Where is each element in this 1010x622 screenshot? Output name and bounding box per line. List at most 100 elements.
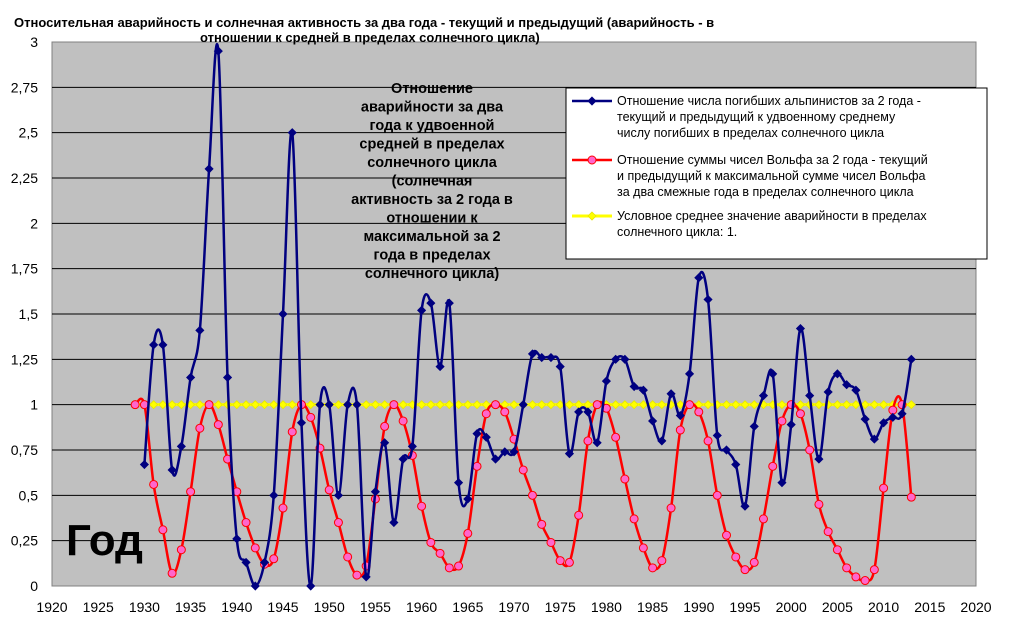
data-point bbox=[749, 421, 759, 431]
data-point bbox=[832, 545, 842, 555]
data-point bbox=[685, 400, 695, 410]
gridlines bbox=[52, 86, 976, 542]
data-point bbox=[555, 362, 565, 372]
data-point bbox=[481, 400, 491, 410]
x-tick-label: 1945 bbox=[267, 599, 298, 615]
annotation-line: Отношение bbox=[391, 81, 473, 97]
data-point bbox=[518, 400, 528, 410]
legend-entry-2: Условное среднее значение аварийности в … bbox=[572, 209, 927, 239]
legend-label-line: и предыдущий к максимальной сумме чисел … bbox=[617, 169, 926, 183]
data-point bbox=[860, 576, 870, 586]
y-tick-label: 2,25 bbox=[11, 170, 38, 186]
data-point bbox=[296, 418, 307, 428]
data-point bbox=[832, 369, 842, 379]
data-point bbox=[648, 416, 658, 426]
data-point bbox=[167, 400, 177, 410]
data-point bbox=[213, 400, 223, 410]
data-point bbox=[370, 487, 380, 497]
data-point bbox=[417, 400, 427, 410]
data-point bbox=[352, 400, 362, 410]
data-point bbox=[620, 474, 630, 484]
legend-label-line: Условное среднее значение аварийности в … bbox=[617, 209, 927, 223]
data-point bbox=[444, 400, 454, 410]
data-point bbox=[315, 400, 325, 410]
y-axis-ticks: 0 0,25 0,5 0,75 1 1,25 1,5 1,75 2 2,25 2,5 2,75 3 bbox=[11, 34, 38, 594]
data-point bbox=[426, 298, 436, 308]
data-point bbox=[749, 557, 759, 567]
data-point bbox=[269, 400, 279, 410]
annotation-line: средней в пределах bbox=[359, 137, 504, 153]
data-point bbox=[823, 527, 833, 537]
data-point bbox=[167, 568, 177, 578]
data-point bbox=[509, 447, 519, 457]
series-0 bbox=[139, 42, 916, 591]
x-tick-label: 1990 bbox=[683, 599, 714, 615]
data-point bbox=[814, 400, 824, 410]
x-tick-label: 1920 bbox=[36, 599, 67, 615]
legend-label-line: Отношение числа погибших альпинистов за … bbox=[617, 94, 921, 108]
data-point bbox=[574, 407, 584, 417]
data-point bbox=[195, 325, 205, 335]
legend-entry-1: Отношение суммы чисел Вольфа за 2 года -… bbox=[572, 153, 928, 199]
data-point bbox=[537, 400, 547, 410]
data-point bbox=[795, 400, 806, 410]
y-tick-label: 0,5 bbox=[19, 487, 39, 503]
data-point bbox=[527, 400, 538, 410]
data-point bbox=[435, 400, 445, 410]
data-point bbox=[675, 425, 685, 435]
data-point bbox=[241, 557, 251, 567]
x-tick-label: 1940 bbox=[221, 599, 252, 615]
data-point bbox=[176, 400, 186, 410]
data-point bbox=[675, 400, 685, 410]
x-axis-label: Год bbox=[66, 516, 143, 565]
data-point bbox=[832, 400, 842, 410]
data-point bbox=[731, 459, 741, 470]
legend-box bbox=[565, 87, 988, 260]
chart-title-line: отношении к средней в пределах солнечног… bbox=[200, 30, 540, 45]
data-point bbox=[537, 519, 547, 529]
data-point bbox=[611, 400, 621, 410]
x-tick-label: 1955 bbox=[360, 599, 391, 615]
x-tick-label: 1995 bbox=[729, 599, 760, 615]
y-tick-label: 1,5 bbox=[19, 306, 39, 322]
data-point bbox=[629, 400, 639, 410]
data-point bbox=[851, 572, 861, 582]
data-point bbox=[139, 459, 149, 470]
data-point bbox=[564, 449, 575, 459]
data-point bbox=[592, 400, 602, 410]
data-point bbox=[768, 369, 778, 379]
legend-label: Условное среднее значение аварийности в … bbox=[617, 209, 927, 239]
data-point bbox=[195, 400, 205, 410]
data-point bbox=[731, 400, 741, 410]
data-point bbox=[851, 400, 861, 410]
data-point bbox=[620, 354, 630, 364]
data-point bbox=[611, 432, 621, 442]
data-point bbox=[324, 400, 334, 410]
data-point bbox=[306, 400, 316, 410]
data-point bbox=[546, 537, 556, 547]
data-point bbox=[842, 400, 852, 410]
data-point bbox=[278, 503, 288, 513]
data-point bbox=[879, 418, 889, 428]
data-point bbox=[564, 557, 574, 567]
data-point bbox=[814, 454, 824, 464]
data-point bbox=[906, 354, 916, 364]
annotation-line: года в пределах bbox=[373, 248, 490, 264]
data-point bbox=[592, 438, 602, 448]
annotation-line: солнечного цикла bbox=[367, 155, 497, 171]
data-point bbox=[463, 400, 473, 410]
data-point bbox=[176, 545, 186, 555]
data-point bbox=[777, 478, 787, 488]
legend-label-line: солнечного цикла: 1. bbox=[617, 225, 737, 239]
data-point bbox=[343, 552, 353, 562]
annotation-line: года к удвоенной bbox=[370, 118, 495, 134]
data-point bbox=[463, 494, 473, 504]
data-point bbox=[370, 400, 380, 410]
data-point bbox=[648, 400, 658, 410]
data-point bbox=[361, 572, 371, 582]
data-point bbox=[158, 340, 168, 350]
data-point bbox=[278, 400, 288, 410]
data-point bbox=[333, 400, 344, 410]
data-point bbox=[417, 501, 427, 511]
data-point bbox=[694, 407, 704, 417]
